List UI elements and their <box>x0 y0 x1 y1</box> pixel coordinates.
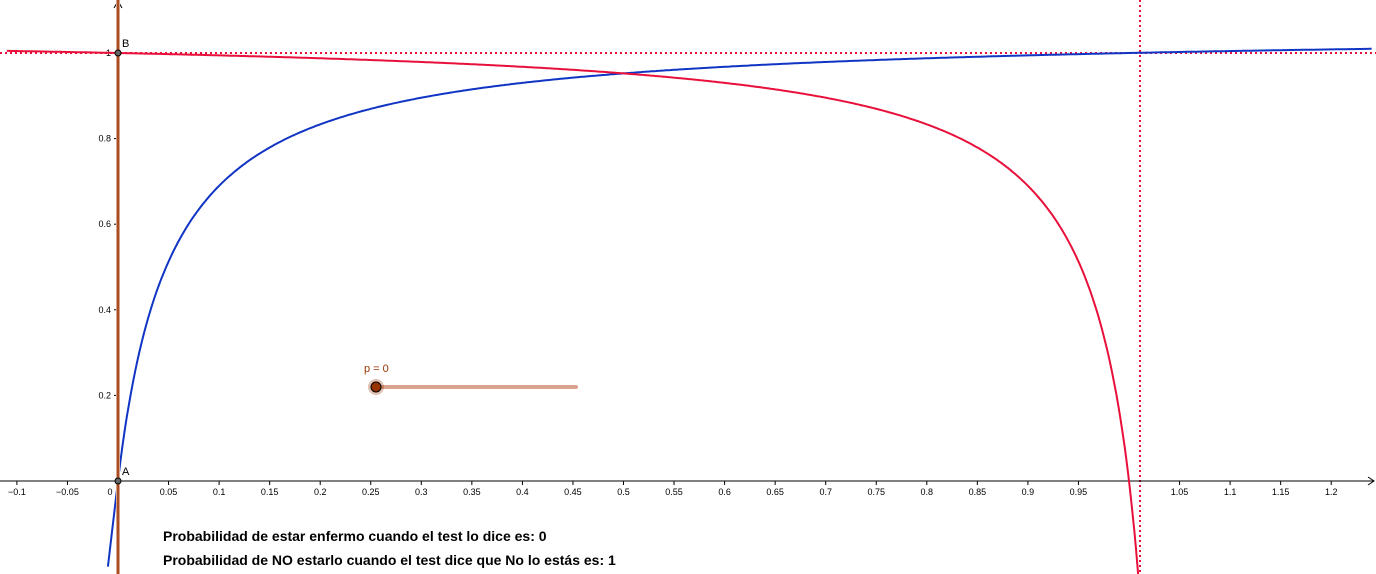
x-tick-label: 0.9 <box>1022 487 1035 497</box>
y-tick-label: 0.8 <box>98 134 111 144</box>
point-label-a: A <box>122 466 130 478</box>
point-a <box>114 477 122 485</box>
x-tick-label: 0.85 <box>969 487 987 497</box>
x-tick-label: 0.35 <box>463 487 481 497</box>
slider-p[interactable]: p = 0 <box>364 363 578 395</box>
x-tick-label: 0.7 <box>819 487 832 497</box>
x-tick-label: 0.05 <box>160 487 178 497</box>
x-tick-label: 0.55 <box>665 487 683 497</box>
x-tick-label: 0.8 <box>921 487 934 497</box>
x-tick-label: 0.15 <box>261 487 279 497</box>
x-tick-label: 0.3 <box>415 487 428 497</box>
x-tick-label: 0.95 <box>1070 487 1088 497</box>
result-text-healthy: Probabilidad de NO estarlo cuando el tes… <box>163 552 616 568</box>
series-blue-line <box>106 47 1372 567</box>
x-tick-label: 0.65 <box>766 487 784 497</box>
series-red-line <box>6 49 1140 574</box>
slider-label: p = 0 <box>364 363 389 375</box>
tick-labels: −0.1 −0.05 0 0.05 0.1 0.15 0.2 0.25 0.3 0.35 0.4 0.… <box>8 48 1337 497</box>
slider-knob[interactable] <box>370 381 382 393</box>
x-tick-label: 0.1 <box>213 487 226 497</box>
x-tick-label: 0.5 <box>617 487 630 497</box>
x-tick-label: 1.1 <box>1224 487 1237 497</box>
y-tick-label: 0.2 <box>98 390 111 400</box>
x-tick-label: 0.25 <box>362 487 380 497</box>
x-tick-label: 1.05 <box>1171 487 1189 497</box>
x-tick-label: 0.75 <box>867 487 885 497</box>
point-b <box>114 49 122 57</box>
x-tick-label: 1.15 <box>1272 487 1290 497</box>
x-axis-arrow <box>1367 476 1375 486</box>
y-tick-label: 0.4 <box>98 305 111 315</box>
point-label-b: B <box>122 38 129 50</box>
x-tick-label: 1.2 <box>1325 487 1338 497</box>
points: AB <box>114 38 130 485</box>
x-tick-label: −0.05 <box>56 487 79 497</box>
curves <box>6 47 1372 574</box>
x-tick-label: −0.1 <box>8 487 26 497</box>
x-tick-label: 0.2 <box>314 487 327 497</box>
x-tick-label: 0.45 <box>564 487 582 497</box>
x-tick-label: 0.4 <box>516 487 529 497</box>
result-text-sick: Probabilidad de estar enfermo cuando el … <box>163 528 547 544</box>
x-tick-label: 0.6 <box>718 487 731 497</box>
y-tick-label: 0.6 <box>98 219 111 229</box>
x-tick-label: 0 <box>107 487 112 497</box>
